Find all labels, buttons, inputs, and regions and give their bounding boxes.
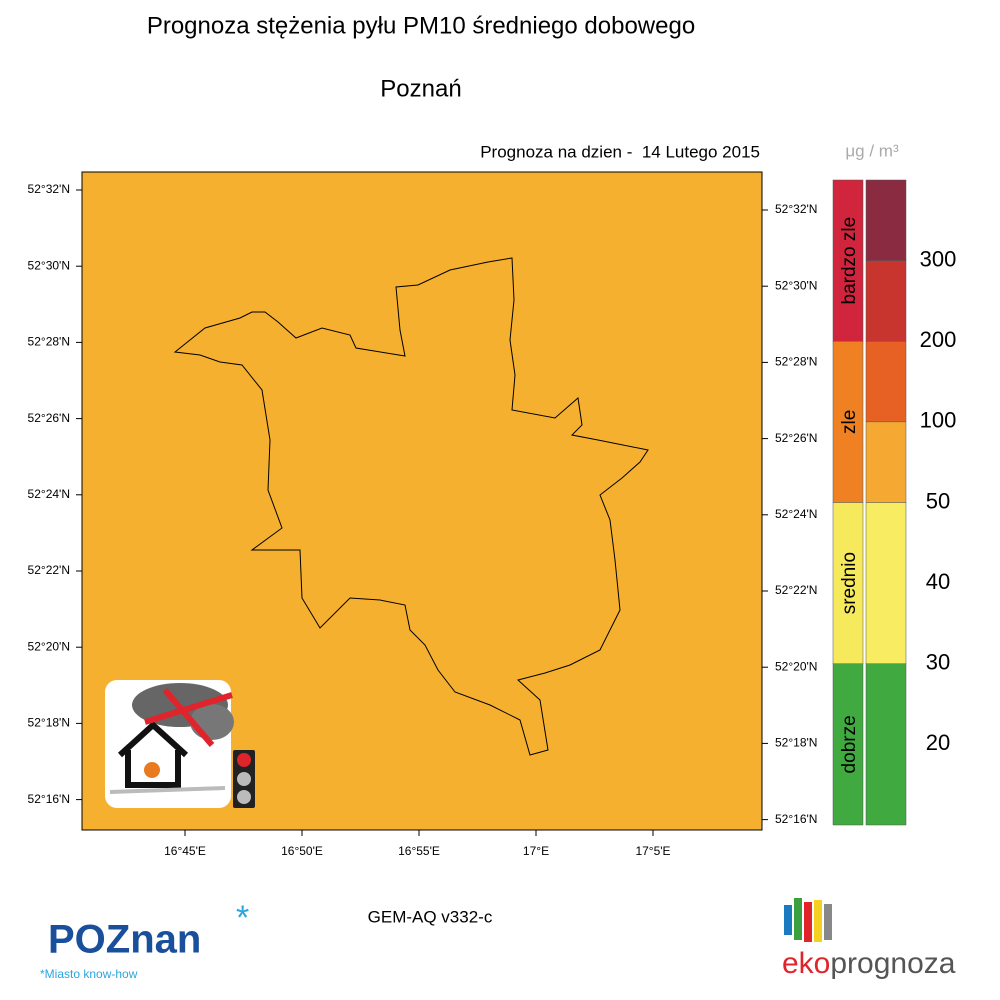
lat-label-left: 52°20'N (28, 639, 70, 653)
legend-level (865, 179, 907, 261)
city-slogan: *Miasto know-how (40, 967, 138, 981)
legend-category-label: srednio (839, 552, 860, 614)
unit: μg / m³ (845, 141, 899, 160)
model-name: GEM-AQ v332-c (368, 907, 493, 926)
legend-category (832, 502, 864, 664)
legend-level (865, 421, 907, 503)
lat-label-left: 52°18'N (28, 716, 70, 730)
legend-category-label: zle (839, 410, 860, 434)
legend-level-label: 200 (920, 327, 957, 352)
legend-level (865, 663, 907, 826)
lon-label: 17°5'E (635, 844, 670, 858)
legend-category-label: bardzo zle (839, 217, 860, 305)
legend-level-label: 20 (926, 730, 950, 755)
lon-label: 16°45'E (164, 844, 206, 858)
legend-category (832, 341, 864, 503)
lon-label: 16°55'E (398, 844, 440, 858)
brand-suffix: prognoza (830, 947, 955, 980)
city-name: Poznań (380, 75, 461, 102)
city-logo: POZnan (48, 918, 201, 962)
legend-category-label: dobrze (839, 715, 860, 773)
city-boundary (173, 257, 649, 756)
legend-level-label: 30 (926, 650, 950, 675)
lat-label-left: 52°24'N (28, 487, 70, 501)
legend-level (865, 502, 907, 664)
brand-prefix: eko (782, 947, 830, 980)
legend-level-label: 300 (920, 246, 957, 271)
lat-label-left: 52°16'N (28, 792, 70, 806)
legend-category (832, 663, 864, 826)
lat-label-right: 52°26'N (775, 431, 817, 445)
title: Prognoza stężenia pyłu PM10 średniego do… (147, 12, 695, 39)
lat-label-right: 52°32'N (775, 202, 817, 216)
brand-name: ekoprognoza (782, 947, 956, 980)
lat-label-left: 52°30'N (28, 258, 70, 272)
lat-label-left: 52°26'N (28, 411, 70, 425)
legend-level-label: 50 (926, 488, 950, 513)
lat-label-right: 52°18'N (775, 736, 817, 750)
smog-icon (105, 680, 255, 808)
forecast-date: Prognoza na dzien - 14 Lutego 2015 (480, 142, 760, 161)
lon-label: 17°E (523, 844, 549, 858)
lat-label-right: 52°30'N (775, 278, 817, 292)
lat-label-right: 52°28'N (775, 355, 817, 369)
legend-level-label: 40 (926, 569, 950, 594)
logo-star: * (236, 899, 249, 937)
lat-label-right: 52°22'N (775, 583, 817, 597)
lat-label-left: 52°32'N (28, 182, 70, 196)
lat-label-right: 52°24'N (775, 507, 817, 521)
lat-label-right: 52°20'N (775, 659, 817, 673)
legend-level-label: 100 (920, 408, 957, 433)
legend-level (865, 341, 907, 423)
legend-level (865, 260, 907, 342)
lat-label-right: 52°16'N (775, 812, 817, 826)
lat-label-left: 52°28'N (28, 335, 70, 349)
lon-label: 16°50'E (281, 844, 323, 858)
legend-category (832, 179, 864, 342)
brand-icon (784, 898, 832, 942)
lat-label-left: 52°22'N (28, 563, 70, 577)
